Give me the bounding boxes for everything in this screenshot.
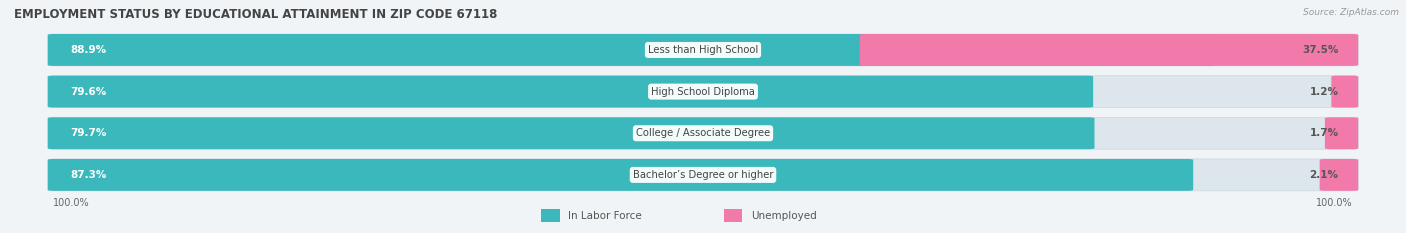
FancyBboxPatch shape xyxy=(541,209,560,222)
FancyBboxPatch shape xyxy=(48,34,1358,66)
Text: Bachelor’s Degree or higher: Bachelor’s Degree or higher xyxy=(633,170,773,180)
Text: 1.2%: 1.2% xyxy=(1309,87,1339,97)
FancyBboxPatch shape xyxy=(48,76,1358,107)
Text: Unemployed: Unemployed xyxy=(751,211,817,220)
Text: In Labor Force: In Labor Force xyxy=(568,211,641,220)
FancyBboxPatch shape xyxy=(48,159,1194,191)
Text: 100.0%: 100.0% xyxy=(53,198,90,208)
FancyBboxPatch shape xyxy=(859,34,1358,66)
Text: EMPLOYMENT STATUS BY EDUCATIONAL ATTAINMENT IN ZIP CODE 67118: EMPLOYMENT STATUS BY EDUCATIONAL ATTAINM… xyxy=(14,8,498,21)
Text: Source: ZipAtlas.com: Source: ZipAtlas.com xyxy=(1303,8,1399,17)
Text: Less than High School: Less than High School xyxy=(648,45,758,55)
FancyBboxPatch shape xyxy=(48,76,1094,107)
FancyBboxPatch shape xyxy=(1331,76,1358,107)
Text: 37.5%: 37.5% xyxy=(1302,45,1339,55)
Text: 79.7%: 79.7% xyxy=(70,128,107,138)
Text: 2.1%: 2.1% xyxy=(1309,170,1339,180)
Text: High School Diploma: High School Diploma xyxy=(651,87,755,97)
Text: 88.9%: 88.9% xyxy=(70,45,107,55)
Text: 79.6%: 79.6% xyxy=(70,87,107,97)
FancyBboxPatch shape xyxy=(1324,117,1358,149)
FancyBboxPatch shape xyxy=(1320,159,1358,191)
FancyBboxPatch shape xyxy=(48,117,1094,149)
Text: 1.7%: 1.7% xyxy=(1309,128,1339,138)
FancyBboxPatch shape xyxy=(48,159,1358,191)
FancyBboxPatch shape xyxy=(48,117,1358,149)
FancyBboxPatch shape xyxy=(48,34,1213,66)
Text: 87.3%: 87.3% xyxy=(70,170,107,180)
Text: 100.0%: 100.0% xyxy=(1316,198,1353,208)
FancyBboxPatch shape xyxy=(724,209,742,222)
Text: College / Associate Degree: College / Associate Degree xyxy=(636,128,770,138)
